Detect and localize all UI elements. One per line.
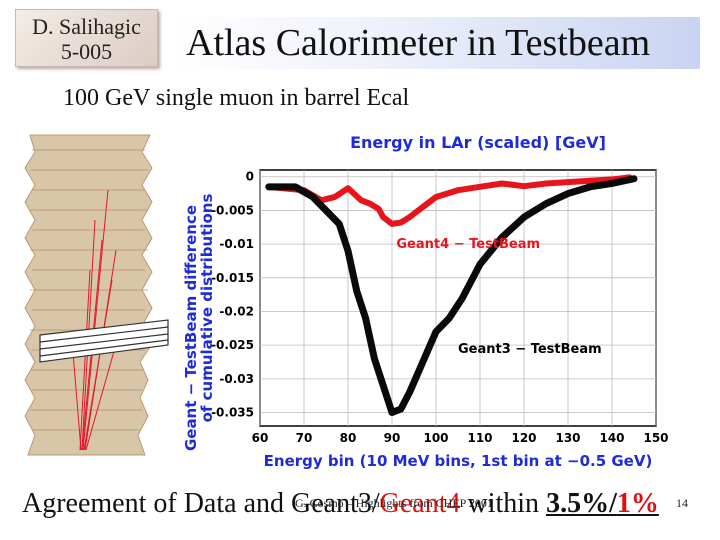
geant4-point bbox=[478, 185, 482, 189]
detector-cylinder bbox=[39, 319, 169, 363]
geant4-point bbox=[434, 195, 438, 199]
geant4-point bbox=[456, 188, 460, 192]
geant3-point bbox=[381, 384, 385, 388]
plot-title: Energy in LAr (scaled) [GeV] bbox=[350, 133, 606, 152]
geant3-point bbox=[632, 177, 636, 181]
geant4-series-label: Geant4 − TestBeam bbox=[396, 237, 540, 252]
geant4-point bbox=[346, 186, 350, 190]
geant4-point bbox=[381, 215, 385, 219]
geant3-point bbox=[522, 215, 526, 219]
x-tick-label: 120 bbox=[511, 431, 536, 445]
geant4-point bbox=[500, 181, 504, 185]
footer-text-2: within bbox=[460, 488, 547, 519]
geant3-point bbox=[566, 192, 570, 196]
geant3-point bbox=[311, 195, 315, 199]
x-axis-label: Energy bin (10 MeV bins, 1st bin at −0.5… bbox=[264, 452, 653, 470]
footer-text-1: Agreement of Data and Geant3 bbox=[22, 488, 372, 519]
y-tick-label: -0.005 bbox=[211, 203, 254, 217]
x-tick-label: 90 bbox=[384, 431, 401, 445]
presenter-credit: G. Cosmo – Highlights from CHEP 2001 bbox=[295, 496, 493, 510]
footer-pct-1: 3.5% bbox=[546, 488, 610, 519]
slide-title: Atlas Calorimeter in Testbeam bbox=[172, 17, 700, 69]
author-name: D. Salihagic bbox=[32, 14, 141, 39]
geant3-point bbox=[610, 181, 614, 185]
y-tick-label: -0.03 bbox=[219, 372, 254, 386]
x-tick-label: 130 bbox=[555, 431, 580, 445]
geant4-point bbox=[333, 195, 337, 199]
geant4-point bbox=[416, 208, 420, 212]
geant4-point bbox=[522, 184, 526, 188]
geant3-point bbox=[588, 185, 592, 189]
geant4-point bbox=[399, 221, 403, 225]
geant3-point bbox=[337, 222, 341, 226]
geant4-point bbox=[390, 222, 394, 226]
geant3-point bbox=[346, 249, 350, 253]
y-tick-label: -0.035 bbox=[211, 406, 254, 420]
geant3-point bbox=[500, 235, 504, 239]
difference-plot: 60 70 80 90 100 110 120 130 140 150 0 -0.005 -0.01 -0… bbox=[182, 133, 669, 470]
geant3-point bbox=[408, 390, 412, 394]
geant3-point bbox=[364, 316, 368, 320]
slide-subtitle: 100 GeV single muon in barrel Ecal bbox=[63, 85, 410, 111]
geant3-point bbox=[447, 316, 451, 320]
geant4-point bbox=[544, 181, 548, 185]
y-tick-label: 0 bbox=[246, 170, 254, 184]
y-axis-label-line1: Geant − TestBeam difference bbox=[182, 205, 200, 451]
geant3-point bbox=[293, 185, 297, 189]
geant3-point bbox=[416, 370, 420, 374]
y-tick-label: -0.01 bbox=[219, 237, 254, 251]
footer-pct-sep: / bbox=[609, 488, 617, 519]
geant3-point bbox=[478, 262, 482, 266]
footer-slash: / bbox=[371, 488, 380, 519]
author-box: D. Salihagic 5-005 bbox=[15, 9, 158, 67]
geant3-point bbox=[390, 411, 394, 415]
footer-percent: 3.5%/1% bbox=[546, 488, 659, 519]
x-tick-label: 60 bbox=[252, 431, 269, 445]
slide-footer: Agreement of Data and Geant3/Geant4 with… bbox=[22, 488, 659, 520]
geant3-point bbox=[267, 185, 271, 189]
geant4-series-line bbox=[265, 174, 633, 227]
geant3-point bbox=[544, 202, 548, 206]
geant3-series-label: Geant3 − TestBeam bbox=[458, 342, 602, 357]
calorimeter-event-display bbox=[24, 134, 169, 456]
geant3-series-line bbox=[265, 175, 638, 417]
geant4-point bbox=[408, 215, 412, 219]
footer-pct-2: 1% bbox=[616, 488, 659, 519]
geant3-point bbox=[372, 357, 376, 361]
x-tick-label: 70 bbox=[296, 431, 313, 445]
geant4-point bbox=[566, 180, 570, 184]
geant4-point bbox=[368, 202, 372, 206]
x-tick-label: 80 bbox=[340, 431, 357, 445]
x-tick-label: 110 bbox=[467, 431, 492, 445]
geant4-point bbox=[425, 202, 429, 206]
geant4-point bbox=[359, 198, 363, 202]
geant3-point bbox=[355, 289, 359, 293]
geant3-point bbox=[399, 407, 403, 411]
x-tick-label: 140 bbox=[599, 431, 624, 445]
geant3-point bbox=[460, 296, 464, 300]
geant4-point bbox=[588, 179, 592, 183]
y-tick-label: -0.02 bbox=[219, 304, 254, 318]
geant3-point bbox=[434, 330, 438, 334]
geant3-point bbox=[324, 208, 328, 212]
x-tick-label: 150 bbox=[643, 431, 668, 445]
page-number: 14 bbox=[676, 496, 688, 510]
geant4-point bbox=[377, 207, 381, 211]
x-tick-label: 100 bbox=[423, 431, 448, 445]
footer-geant4: Geant4 bbox=[379, 488, 461, 519]
author-code: 5-005 bbox=[60, 39, 113, 64]
y-tick-label: -0.015 bbox=[211, 271, 254, 285]
y-tick-label: -0.025 bbox=[211, 338, 254, 352]
geant3-point bbox=[425, 350, 429, 354]
y-axis-label-line2: of cumulative distributions bbox=[198, 194, 216, 423]
